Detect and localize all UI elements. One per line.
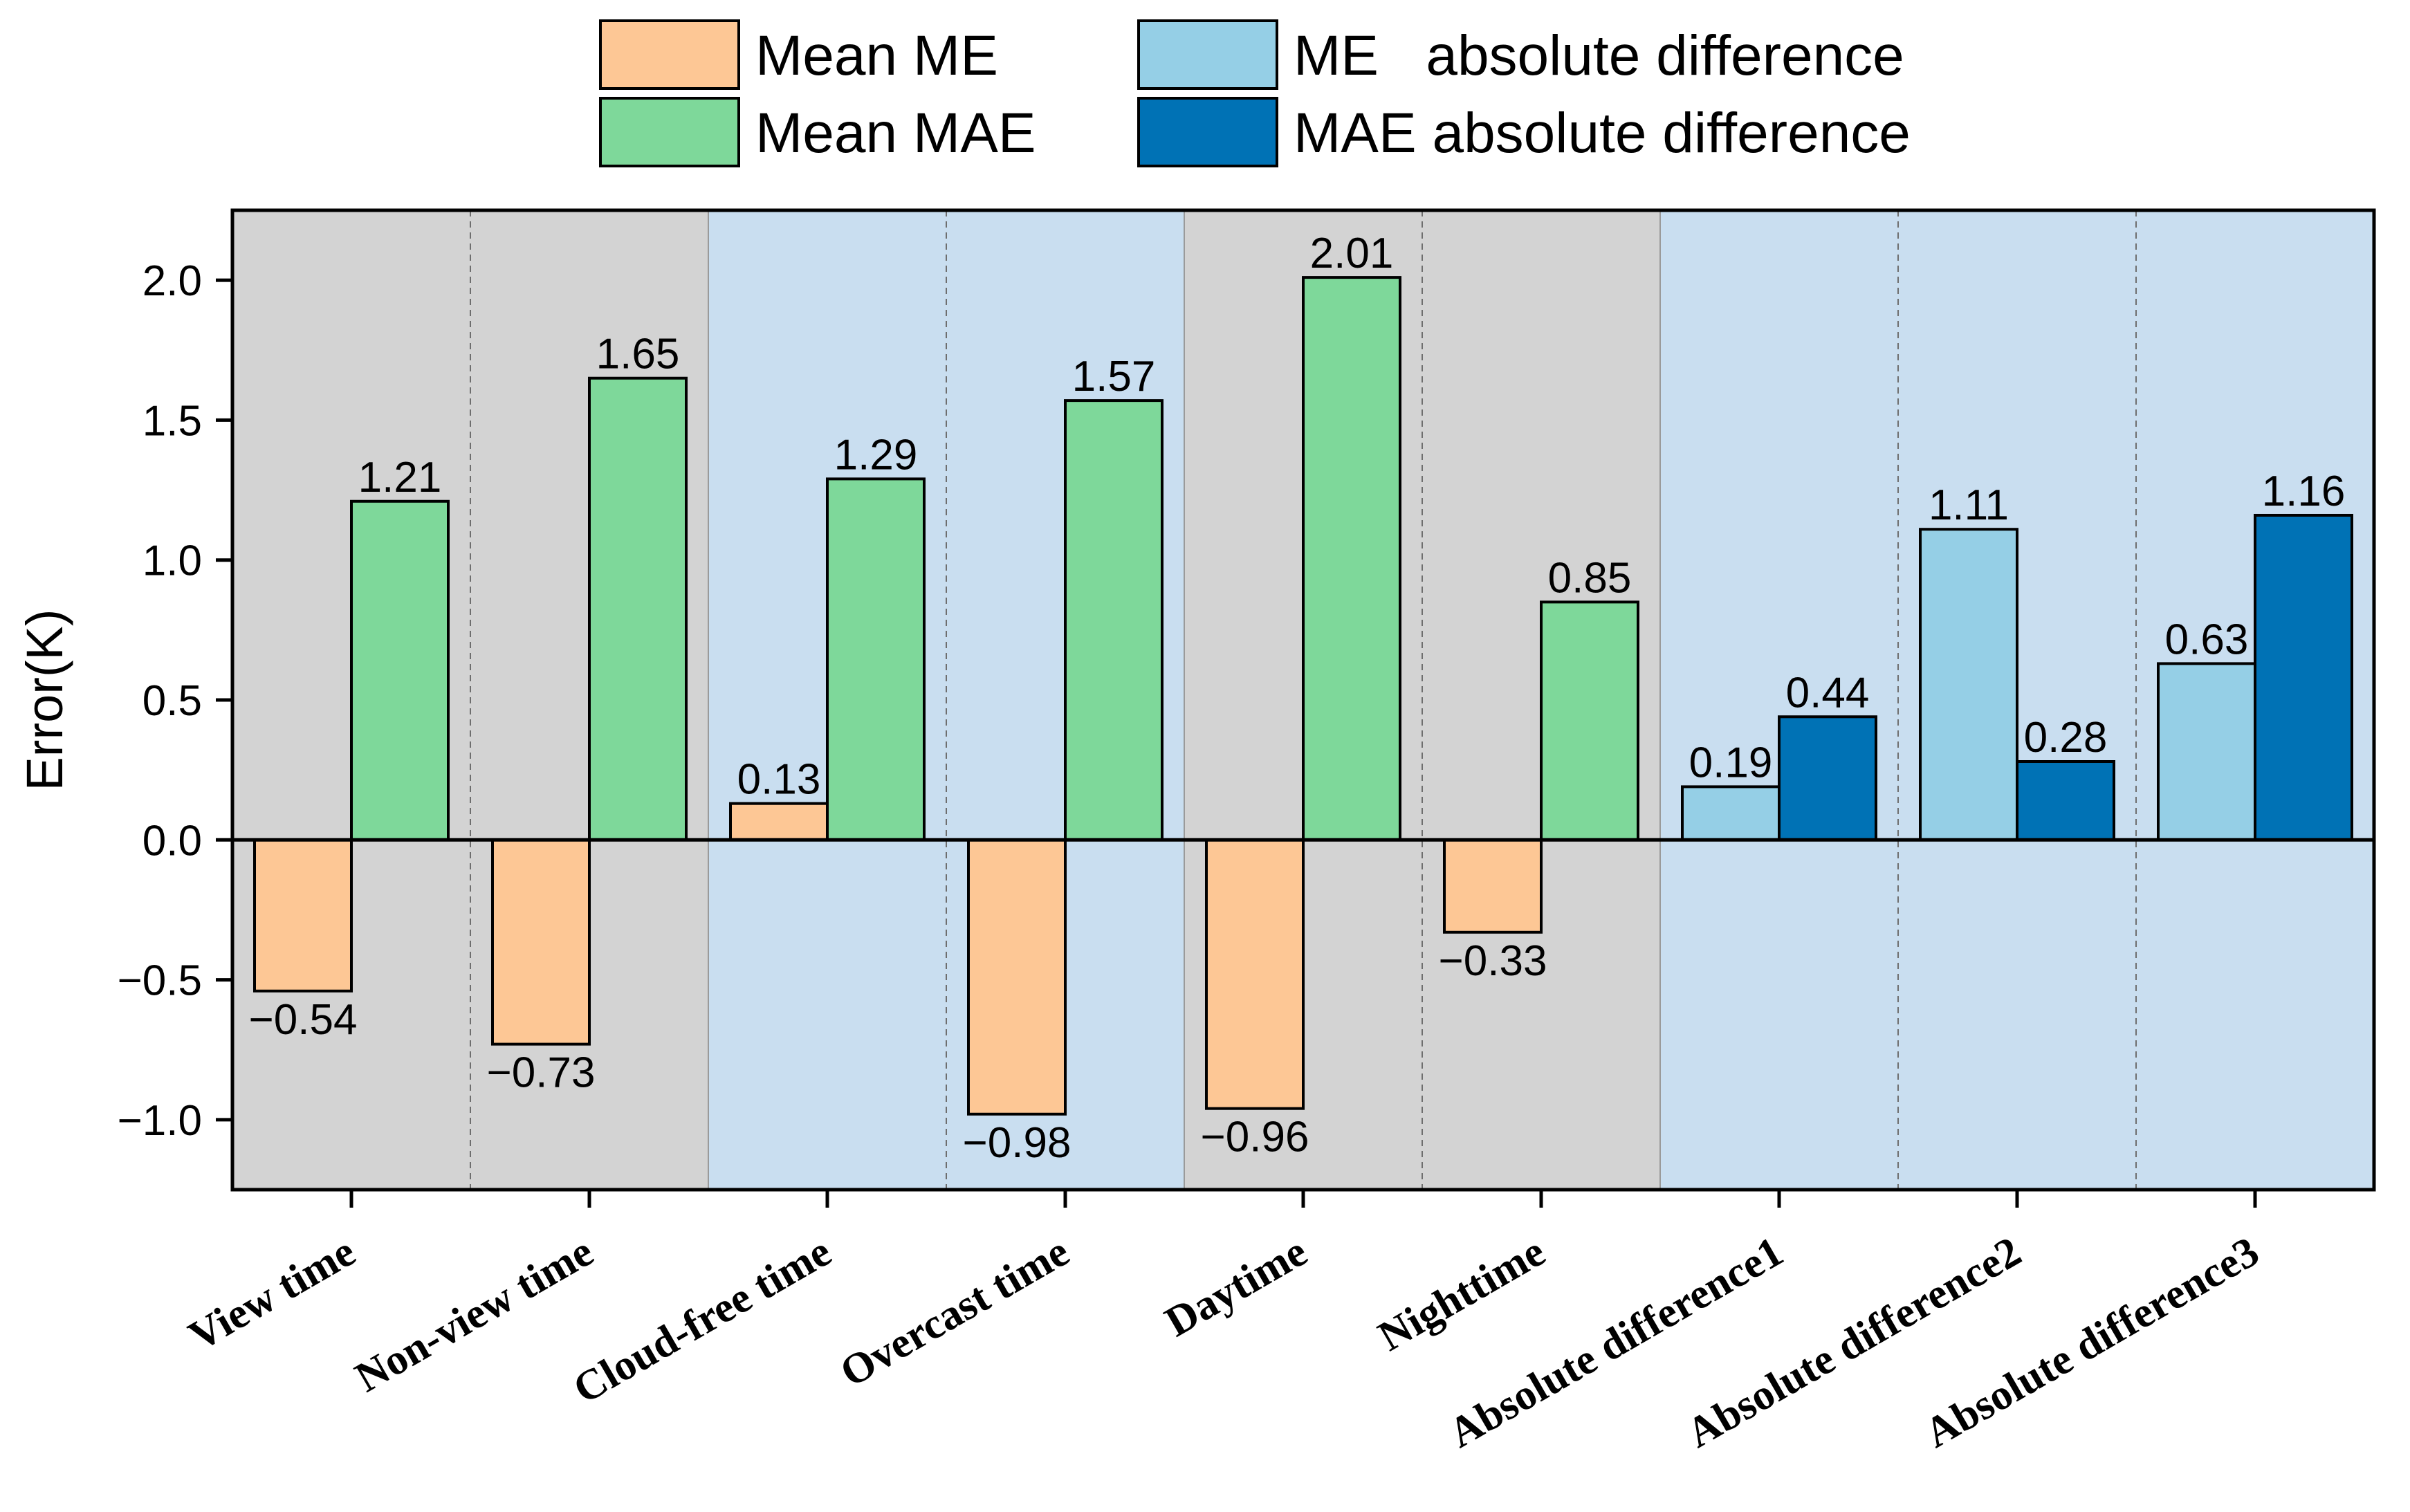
bar-6-0	[1681, 785, 1781, 842]
x-category-label: Cloud-free time	[566, 1228, 839, 1413]
legend-swatch-3	[1137, 19, 1278, 90]
bar-7-1	[2016, 760, 2115, 842]
bar-0-1	[350, 499, 450, 842]
bar-8-1	[2254, 513, 2353, 842]
x-category-label: View time	[181, 1228, 363, 1360]
bar-value-label: 0.28	[2024, 714, 2108, 762]
bar-value-label: 1.11	[1929, 481, 2009, 529]
x-category-label: Overcast time	[832, 1228, 1077, 1396]
y-tick-label: 2.0	[142, 257, 202, 305]
bar-value-label: 1.65	[596, 331, 680, 378]
bar-0-0	[253, 838, 353, 993]
y-tick-label: −1.0	[118, 1097, 202, 1145]
bar-value-label: 0.85	[1548, 554, 1632, 602]
bar-4-0	[1205, 838, 1305, 1110]
bar-4-1	[1302, 276, 1401, 842]
bar-7-0	[1919, 528, 2018, 842]
y-tick-label: 0.5	[142, 677, 202, 725]
legend-swatch-4	[1137, 97, 1278, 167]
bar-1-1	[588, 376, 688, 842]
y-tick-label: −0.5	[118, 957, 202, 1005]
bar-value-label: 1.57	[1072, 353, 1156, 400]
bar-value-label: 2.01	[1310, 230, 1394, 277]
bar-5-0	[1443, 838, 1543, 934]
bar-value-label: 0.19	[1689, 739, 1773, 786]
bar-value-label: −0.73	[487, 1049, 596, 1097]
bar-value-label: 1.29	[834, 431, 918, 479]
bar-series	[253, 276, 2353, 1116]
legend-swatch-1	[599, 19, 740, 90]
bar-1-0	[491, 838, 591, 1046]
bar-value-label: 1.16	[2262, 468, 2346, 515]
bar-value-label: −0.96	[1201, 1114, 1309, 1161]
bar-value-label: 0.63	[2165, 616, 2249, 663]
bar-value-label: −0.98	[963, 1119, 1071, 1167]
y-axis-label: Error(K)	[16, 609, 73, 791]
x-category-label: Non-view time	[347, 1228, 601, 1401]
bar-6-1	[1778, 715, 1877, 842]
bar-3-0	[967, 838, 1067, 1116]
x-category-label: Daytime	[1157, 1228, 1315, 1346]
bar-value-label: 1.21	[358, 454, 442, 501]
bar-2-1	[826, 477, 926, 842]
legend-label-2: Mean MAE	[755, 102, 1036, 165]
y-tick-label: 1.5	[142, 397, 202, 445]
bar-value-label: 0.44	[1786, 669, 1870, 717]
bar-8-0	[2157, 662, 2256, 842]
bar-value-label: 0.13	[737, 756, 821, 804]
legend-label-1: Mean ME	[755, 24, 998, 87]
bar-5-1	[1540, 600, 1639, 842]
y-tick-label: 0.0	[142, 817, 202, 865]
legend-label-3: ME absolute difference	[1294, 24, 1904, 87]
x-category-label: Nighttime	[1370, 1228, 1553, 1360]
category-dividers	[470, 210, 2137, 1190]
legend-label-4: MAE absolute difference	[1294, 102, 1911, 165]
legend-swatch-2	[599, 97, 740, 167]
bar-3-1	[1064, 399, 1163, 842]
legend: Mean ME Mean MAE ME absolute difference MAE…	[599, 19, 1911, 167]
y-tick-label: 1.0	[142, 537, 202, 585]
bar-value-label: −0.54	[249, 996, 358, 1044]
bar-value-labels: −0.54 1.21 −0.73 1.65 0.13 1.29 −0.98 1.57 −0.96…	[249, 230, 2346, 1167]
bar-value-label: −0.33	[1439, 937, 1547, 985]
bar-2-0	[729, 802, 829, 842]
